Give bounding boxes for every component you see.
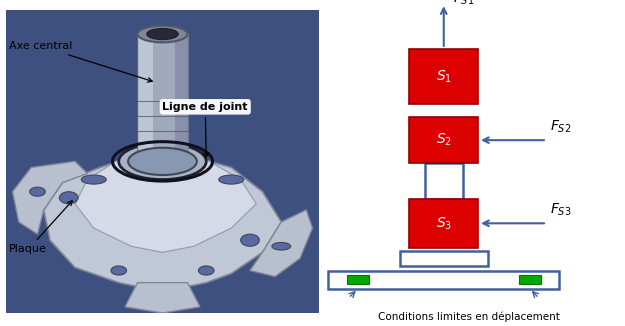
Ellipse shape bbox=[241, 234, 259, 246]
Polygon shape bbox=[250, 210, 312, 276]
Ellipse shape bbox=[147, 29, 178, 39]
Text: $F_{S1}$: $F_{S1}$ bbox=[453, 0, 474, 7]
Bar bbox=[347, 274, 369, 284]
Text: $S_3$: $S_3$ bbox=[436, 215, 452, 231]
Polygon shape bbox=[44, 155, 281, 292]
Ellipse shape bbox=[81, 175, 106, 184]
Polygon shape bbox=[138, 34, 153, 161]
Ellipse shape bbox=[134, 146, 191, 170]
Polygon shape bbox=[75, 149, 256, 252]
Ellipse shape bbox=[199, 266, 214, 275]
Text: $F_{S3}$: $F_{S3}$ bbox=[550, 202, 571, 218]
Polygon shape bbox=[138, 34, 188, 161]
Ellipse shape bbox=[111, 266, 126, 275]
Text: $F_{S2}$: $F_{S2}$ bbox=[550, 119, 571, 135]
Ellipse shape bbox=[59, 192, 78, 204]
Bar bbox=[400, 251, 488, 266]
Polygon shape bbox=[125, 283, 200, 313]
Text: $S_2$: $S_2$ bbox=[436, 132, 452, 148]
Bar bbox=[328, 271, 559, 289]
Ellipse shape bbox=[128, 148, 197, 175]
Text: Ligne de joint: Ligne de joint bbox=[162, 102, 248, 157]
Polygon shape bbox=[175, 34, 188, 161]
Bar bbox=[409, 117, 478, 163]
Text: $S_1$: $S_1$ bbox=[436, 68, 452, 85]
Ellipse shape bbox=[138, 26, 188, 42]
Bar bbox=[409, 199, 478, 248]
Ellipse shape bbox=[30, 187, 46, 196]
Text: Plaque: Plaque bbox=[9, 201, 72, 254]
Bar bbox=[425, 163, 462, 199]
Polygon shape bbox=[12, 161, 88, 234]
Text: Conditions limites en déplacement: Conditions limites en déplacement bbox=[378, 311, 560, 322]
Ellipse shape bbox=[119, 143, 206, 180]
Bar bbox=[409, 49, 478, 104]
Text: Axe central: Axe central bbox=[9, 41, 152, 82]
Ellipse shape bbox=[219, 175, 244, 184]
Ellipse shape bbox=[272, 243, 291, 250]
Bar bbox=[519, 274, 541, 284]
